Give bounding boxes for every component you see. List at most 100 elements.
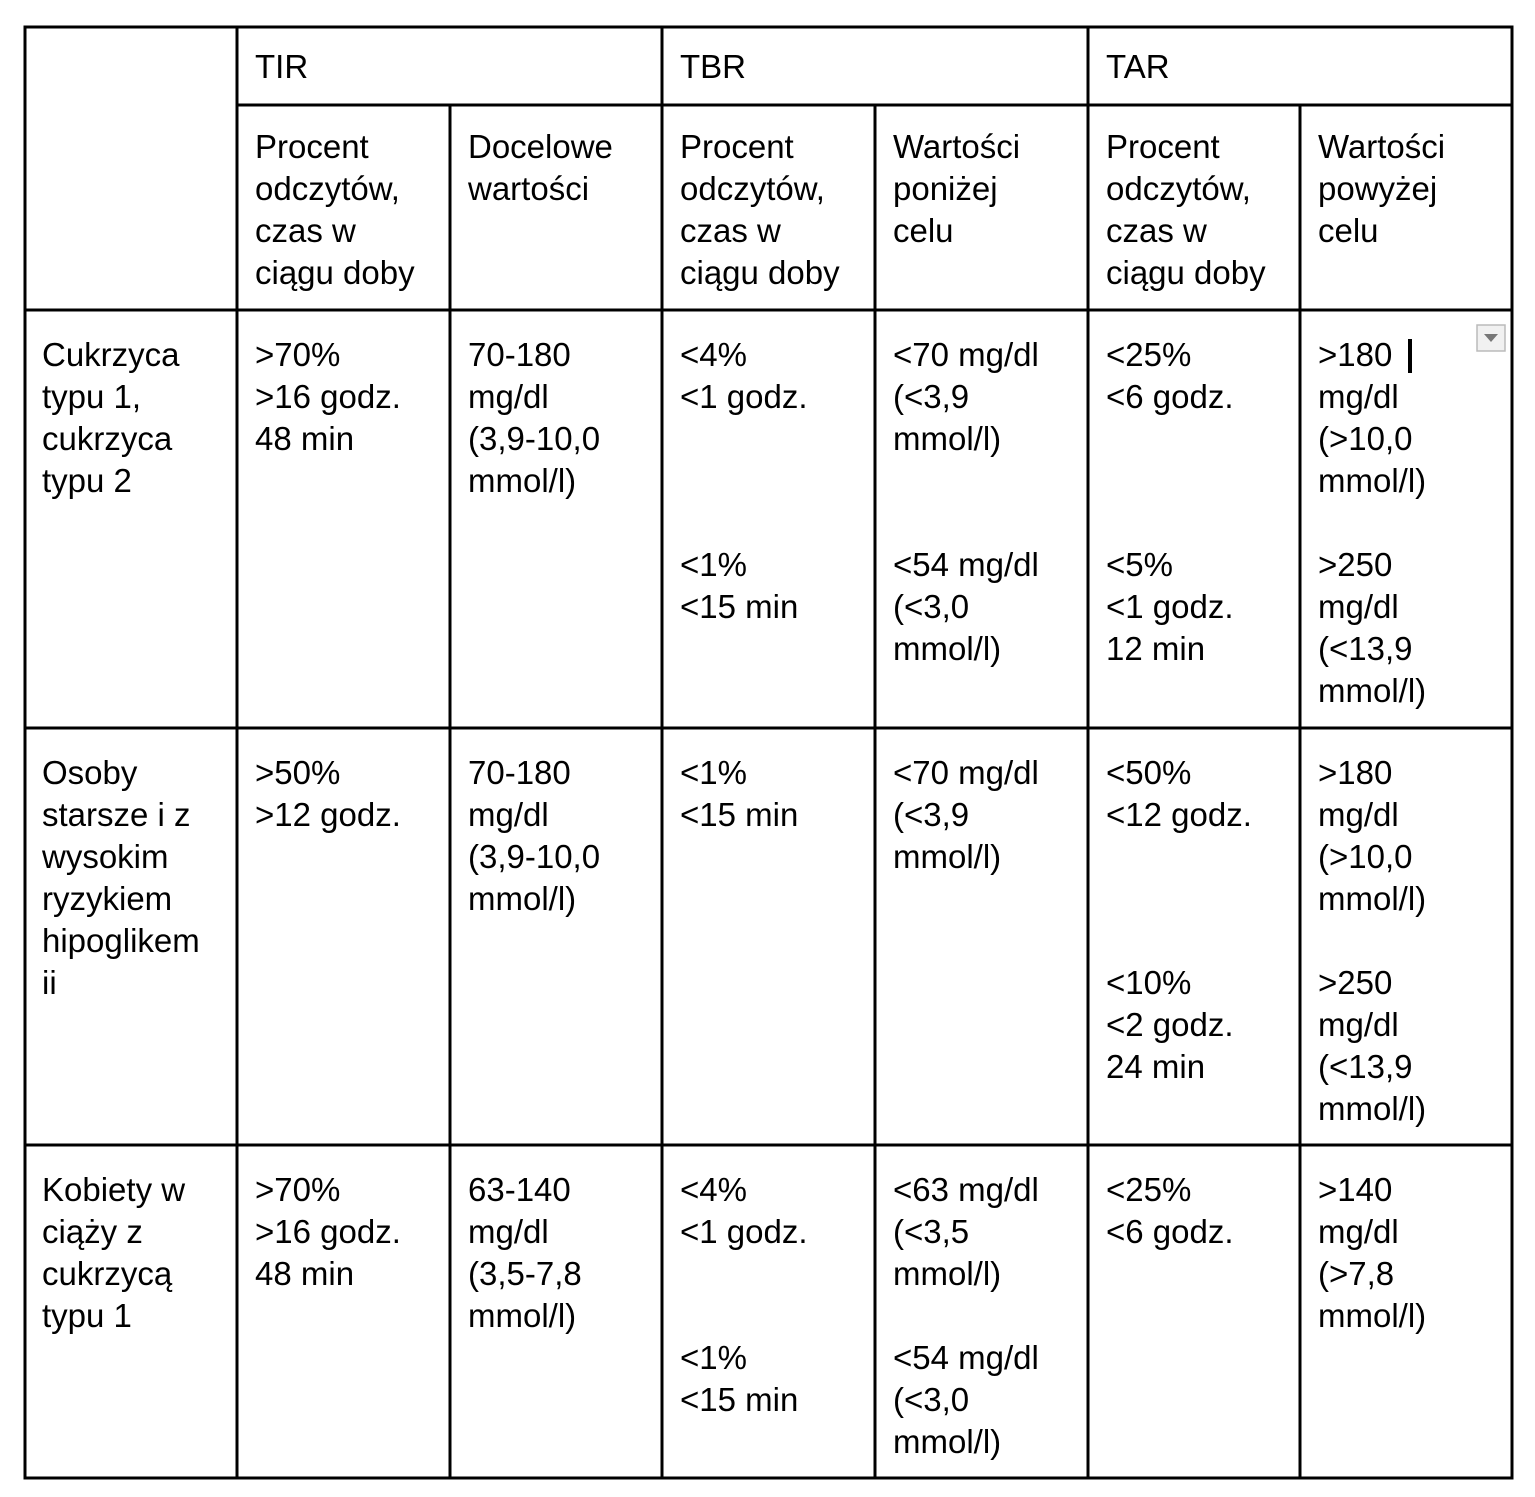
cell-text: mmol/l) bbox=[893, 630, 1002, 667]
cell-text: (3,9-10,0 bbox=[468, 420, 601, 457]
cell-text: <1% bbox=[680, 754, 747, 791]
cell-text: mmol/l) bbox=[1318, 1297, 1427, 1334]
row-label: typu 1 bbox=[42, 1297, 132, 1334]
cell-text: <6 godz. bbox=[1106, 378, 1234, 415]
subheader: Procent bbox=[680, 128, 794, 165]
subheader: odczytów, bbox=[255, 170, 400, 207]
row-label: ciąży z bbox=[42, 1213, 143, 1250]
cell-text: <4% bbox=[680, 1171, 747, 1208]
cell-text: <4% bbox=[680, 336, 747, 373]
cell-text: mg/dl bbox=[468, 1213, 549, 1250]
cell-text: <50% bbox=[1106, 754, 1192, 791]
dropdown-button[interactable] bbox=[1476, 324, 1506, 352]
subheader: czas w bbox=[680, 212, 781, 249]
cell-text: <1 godz. bbox=[680, 1213, 808, 1250]
cell-text: (<3,0 bbox=[893, 1381, 970, 1418]
cell-text: (3,9-10,0 bbox=[468, 838, 601, 875]
subheader: powyżej bbox=[1318, 170, 1438, 207]
cell-text: 70-180 bbox=[468, 754, 571, 791]
cell-text: >70% bbox=[255, 1171, 341, 1208]
cell-text: <15 min bbox=[680, 796, 799, 833]
cell-text: mg/dl bbox=[1318, 588, 1399, 625]
cell-text: >180 bbox=[1318, 336, 1393, 373]
cell-text: (<3,0 bbox=[893, 588, 970, 625]
cell-text: (<13,9 bbox=[1318, 1048, 1413, 1085]
cell-text: <15 min bbox=[680, 588, 799, 625]
cell-text: >250 bbox=[1318, 546, 1393, 583]
group-header: TAR bbox=[1106, 48, 1170, 85]
cell-text: mg/dl bbox=[1318, 1213, 1399, 1250]
cell-text: mmol/l) bbox=[893, 1423, 1002, 1460]
cell-text: 12 min bbox=[1106, 630, 1206, 667]
cell-text: (>10,0 bbox=[1318, 838, 1413, 875]
cell-text: mg/dl bbox=[1318, 1006, 1399, 1043]
cell-text: <12 godz. bbox=[1106, 796, 1252, 833]
cell-text: <15 min bbox=[680, 1381, 799, 1418]
cell-text: (<3,5 bbox=[893, 1213, 970, 1250]
cell-text: 63-140 bbox=[468, 1171, 571, 1208]
cell-text: (<3,9 bbox=[893, 378, 970, 415]
cell-text: <1% bbox=[680, 546, 747, 583]
subheader: Procent bbox=[255, 128, 369, 165]
cell-text: (<3,9 bbox=[893, 796, 970, 833]
cell-text: 48 min bbox=[255, 1255, 355, 1292]
cell-text: mmol/l) bbox=[893, 1255, 1002, 1292]
cell-text: >140 bbox=[1318, 1171, 1393, 1208]
cell-text: mmol/l) bbox=[1318, 462, 1427, 499]
row-label: typu 1, bbox=[42, 378, 142, 415]
cell-text: >12 godz. bbox=[255, 796, 401, 833]
cell-text: (>10,0 bbox=[1318, 420, 1413, 457]
row-label: ii bbox=[42, 964, 57, 1001]
subheader: Wartości bbox=[893, 128, 1021, 165]
cell-text: <70 mg/dl bbox=[893, 336, 1039, 373]
cell-text: <70 mg/dl bbox=[893, 754, 1039, 791]
subheader: Docelowe bbox=[468, 128, 613, 165]
cell-text: mmol/l) bbox=[1318, 880, 1427, 917]
cell-text: (<13,9 bbox=[1318, 630, 1413, 667]
cell-text: mg/dl bbox=[468, 796, 549, 833]
cell-text: mg/dl bbox=[468, 378, 549, 415]
cell-text: mmol/l) bbox=[468, 880, 577, 917]
subheader: Wartości bbox=[1318, 128, 1446, 165]
cell-text: <1 godz. bbox=[1106, 588, 1234, 625]
subheader: ciągu doby bbox=[255, 254, 415, 291]
cell-text: <63 mg/dl bbox=[893, 1171, 1039, 1208]
row-label: typu 2 bbox=[42, 462, 132, 499]
cell-text: mg/dl bbox=[1318, 796, 1399, 833]
cell-text: 48 min bbox=[255, 420, 355, 457]
cell-text: >70% bbox=[255, 336, 341, 373]
subheader: wartości bbox=[468, 170, 590, 207]
cell-text: mmol/l) bbox=[893, 838, 1002, 875]
cell-text: <54 mg/dl bbox=[893, 1339, 1039, 1376]
cell-text: <25% bbox=[1106, 336, 1192, 373]
cell-text: >250 bbox=[1318, 964, 1393, 1001]
row-label: Cukrzyca bbox=[42, 336, 180, 373]
cell-text: mmol/l) bbox=[1318, 1090, 1427, 1127]
cell-text: <25% bbox=[1106, 1171, 1192, 1208]
row-label: ryzykiem bbox=[42, 880, 173, 917]
subheader: odczytów, bbox=[680, 170, 825, 207]
cell-text: >16 godz. bbox=[255, 1213, 401, 1250]
cell-text: 24 min bbox=[1106, 1048, 1206, 1085]
cell-text: mmol/l) bbox=[468, 462, 577, 499]
cell-text: 70-180 bbox=[468, 336, 571, 373]
subheader: celu bbox=[1318, 212, 1379, 249]
cell-text: >50% bbox=[255, 754, 341, 791]
cell-text: mmol/l) bbox=[1318, 672, 1427, 709]
group-header: TBR bbox=[680, 48, 746, 85]
subheader: poniżej bbox=[893, 170, 998, 207]
group-header: TIR bbox=[255, 48, 309, 85]
row-label: Osoby bbox=[42, 754, 138, 791]
cell-text: <54 mg/dl bbox=[893, 546, 1039, 583]
table-border bbox=[23, 25, 1514, 1480]
subheader: ciągu doby bbox=[680, 254, 840, 291]
cell-text: mmol/l) bbox=[893, 420, 1002, 457]
subheader: celu bbox=[893, 212, 954, 249]
row-label: cukrzyca bbox=[42, 420, 173, 457]
subheader: ciągu doby bbox=[1106, 254, 1266, 291]
cell-text: <6 godz. bbox=[1106, 1213, 1234, 1250]
row-label: starsze i z bbox=[42, 796, 191, 833]
subheader: Procent bbox=[1106, 128, 1220, 165]
row-label: hipoglikem bbox=[42, 922, 200, 959]
